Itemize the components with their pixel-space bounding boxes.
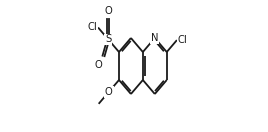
- Text: O: O: [94, 60, 102, 70]
- Text: Cl: Cl: [178, 35, 188, 45]
- Text: O: O: [105, 87, 113, 97]
- Text: N: N: [151, 33, 159, 43]
- Text: Cl: Cl: [87, 22, 97, 32]
- Text: S: S: [105, 34, 111, 44]
- Text: O: O: [104, 6, 112, 16]
